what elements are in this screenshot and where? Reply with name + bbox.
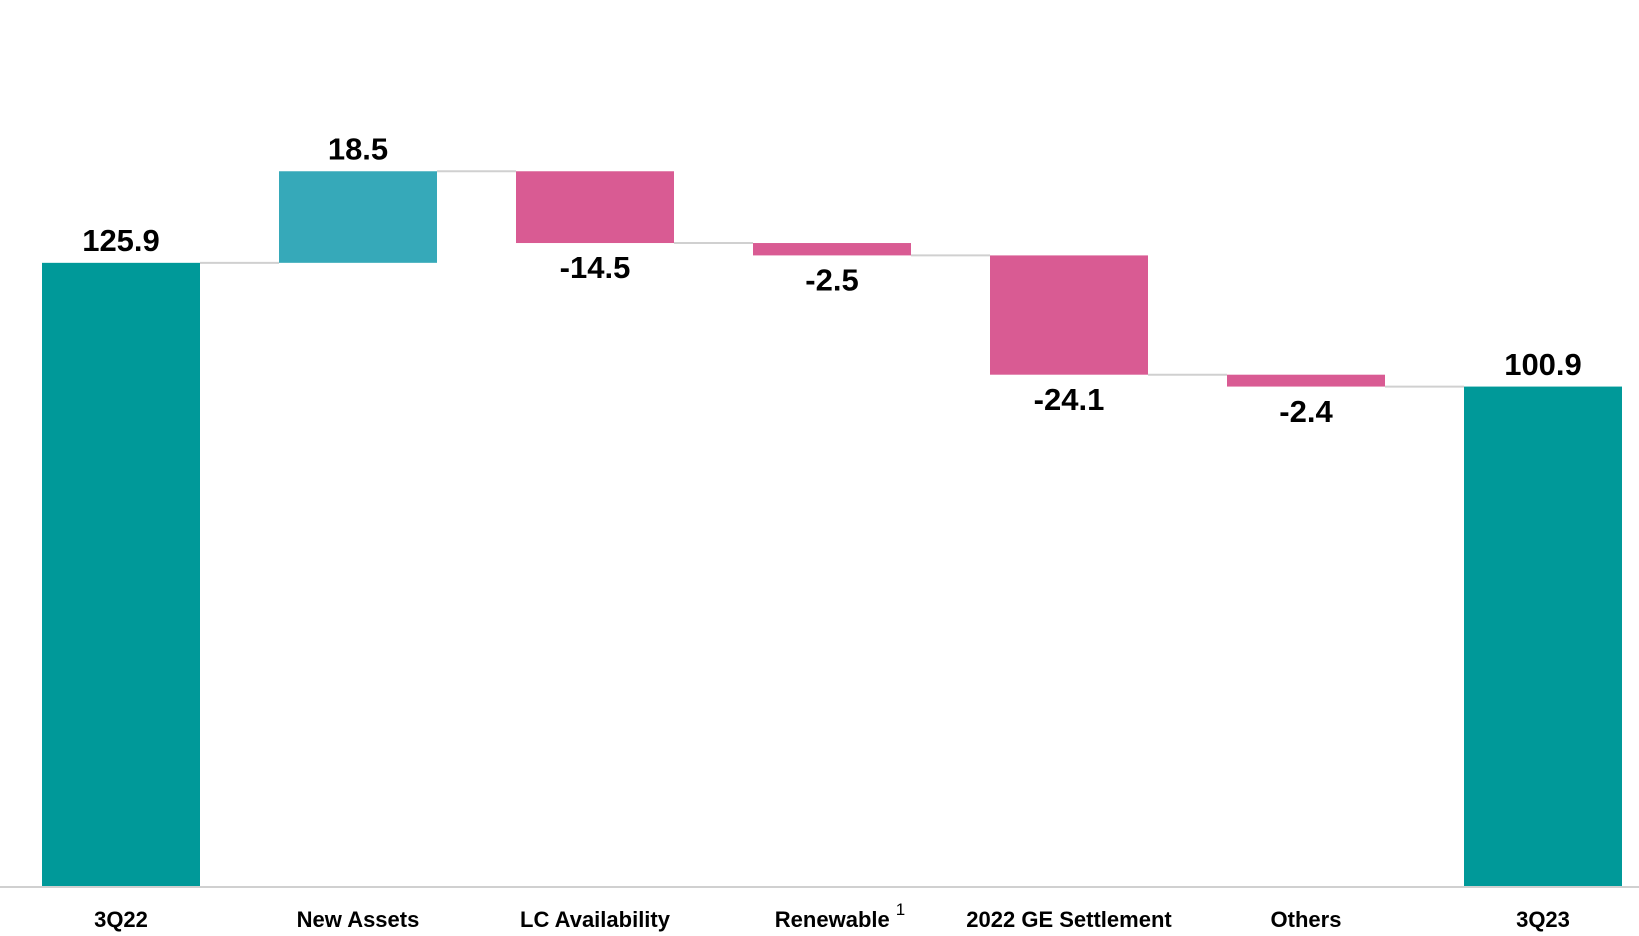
value-label: 100.9	[1504, 347, 1582, 382]
bar	[1464, 386, 1622, 886]
bar	[516, 171, 674, 244]
category-name: 3Q23	[1516, 907, 1570, 932]
bar	[42, 262, 200, 886]
value-label: -14.5	[560, 250, 631, 285]
x-tick-label: LC Availability	[520, 907, 671, 932]
value-label: -24.1	[1034, 382, 1105, 417]
bar	[753, 243, 911, 256]
bar	[990, 255, 1148, 375]
x-tick-label: Others	[1271, 907, 1342, 932]
category-name: Others	[1271, 907, 1342, 932]
bar	[279, 171, 437, 263]
value-label: -2.5	[805, 263, 858, 298]
superscript: 1	[896, 900, 905, 919]
value-label: -2.4	[1279, 394, 1333, 429]
x-tick-label: 3Q22	[94, 907, 148, 932]
category-name: Renewable	[775, 907, 890, 932]
x-tick-label: 2022 GE Settlement	[966, 907, 1172, 932]
x-tick-label: 3Q23	[1516, 907, 1570, 932]
bar	[1227, 374, 1385, 387]
category-name: 3Q22	[94, 907, 148, 932]
value-label: 125.9	[82, 223, 160, 258]
value-label: 18.5	[328, 131, 388, 166]
category-name: 2022 GE Settlement	[966, 907, 1172, 932]
x-tick-label: New Assets	[297, 907, 420, 932]
category-name: LC Availability	[520, 907, 671, 932]
x-tick-label: Renewable 1	[775, 900, 905, 931]
category-name: New Assets	[297, 907, 420, 932]
